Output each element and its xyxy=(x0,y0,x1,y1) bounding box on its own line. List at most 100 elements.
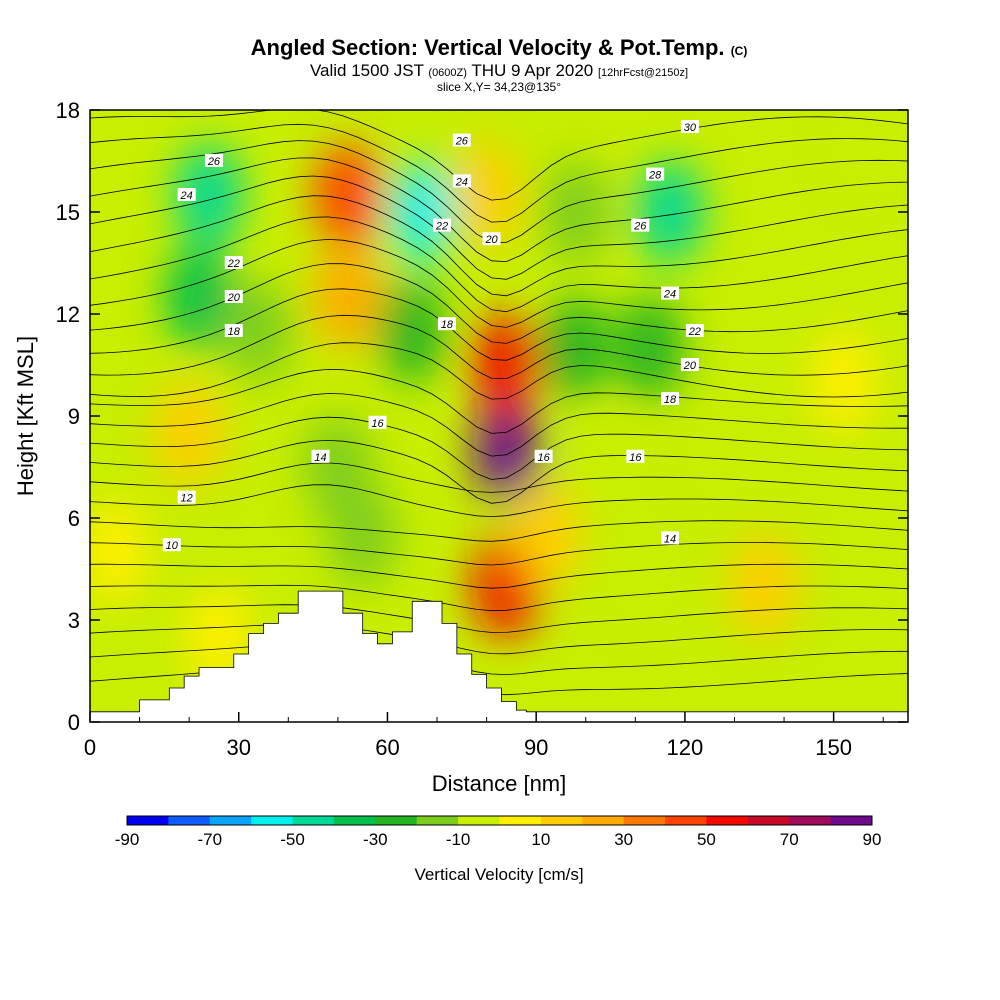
colorbar-swatch xyxy=(292,816,335,825)
colorbar-swatch xyxy=(251,816,294,825)
contour-label: 22 xyxy=(432,218,451,233)
x-tick-label: 60 xyxy=(375,735,399,760)
colorbar-swatch xyxy=(747,816,790,825)
x-tick-label: 30 xyxy=(226,735,250,760)
contour-label-text: 22 xyxy=(435,221,448,233)
contour-label-box xyxy=(311,449,330,463)
contour-label-text: 16 xyxy=(537,452,550,464)
colorbar-swatch xyxy=(830,816,873,825)
velocity-cell xyxy=(452,143,521,247)
contour-label-box xyxy=(224,256,243,269)
colorbar-tick-label: -90 xyxy=(115,830,140,849)
contour-label-text: 14 xyxy=(664,533,676,545)
colorbar-swatch xyxy=(706,816,749,825)
velocity-cell xyxy=(839,110,908,196)
contour-label-text: 26 xyxy=(455,136,469,148)
velocity-cell xyxy=(616,296,685,400)
velocity-cell xyxy=(224,279,293,383)
colorbar-tick-label: 30 xyxy=(614,830,633,849)
theta-contour-line xyxy=(90,623,908,655)
y-axis-label: Height [Kft MSL] xyxy=(13,336,38,496)
y-tick-label: 15 xyxy=(56,200,80,225)
velocity-cell xyxy=(809,330,878,434)
contour-label-text: 12 xyxy=(181,493,193,505)
theta-contour-line xyxy=(90,175,908,280)
contour-label-box xyxy=(368,415,387,429)
contour-label-box xyxy=(680,120,699,133)
y-tick-label: 9 xyxy=(68,404,80,429)
colorbar-tick-label: -30 xyxy=(363,830,388,849)
contour-label-box xyxy=(661,286,680,300)
contour-label-box xyxy=(685,324,704,337)
contour-label: 10 xyxy=(162,538,181,552)
velocity-cell xyxy=(388,160,457,264)
contour-label: 18 xyxy=(224,324,243,338)
colorbar-swatch xyxy=(209,816,252,825)
contour-label-text: 24 xyxy=(180,190,193,202)
colorbar-tick-label: 70 xyxy=(780,830,799,849)
theta-contour-line xyxy=(90,520,908,542)
contour-label-text: 28 xyxy=(648,170,662,182)
contour-label-box xyxy=(661,392,680,405)
theta-contour-line xyxy=(90,439,908,504)
y-axis: 0 3 6 9 12 15 18 xyxy=(56,98,908,735)
contour-label: 16 xyxy=(368,415,387,430)
velocity-cell xyxy=(541,160,610,264)
x-tick-label: 120 xyxy=(667,735,704,760)
contour-label: 16 xyxy=(534,449,553,464)
colorbar-tick-label: 90 xyxy=(863,830,882,849)
contour-label: 18 xyxy=(661,392,680,406)
contour-label: 22 xyxy=(224,256,243,270)
contour-label: 26 xyxy=(631,218,650,233)
velocity-field xyxy=(90,110,908,689)
velocity-cell xyxy=(174,143,243,247)
contour-label: 20 xyxy=(680,358,699,372)
contour-label-box xyxy=(452,133,471,147)
theta-contour-line xyxy=(90,584,908,612)
theta-contour-line xyxy=(90,643,908,676)
theta-contour-line xyxy=(90,110,908,201)
colorbar-swatch xyxy=(623,816,666,825)
contour-label: 24 xyxy=(661,286,680,301)
theta-contour-line xyxy=(90,563,908,589)
contour-label-box xyxy=(162,538,181,552)
contour-label-text: 24 xyxy=(663,289,676,301)
contour-label-box xyxy=(204,154,223,167)
velocity-cell xyxy=(313,245,382,349)
colorbar-tick-label: -70 xyxy=(197,830,222,849)
contour-label: 26 xyxy=(452,133,471,148)
contour-label-text: 22 xyxy=(227,258,240,270)
contour-label-box xyxy=(626,449,645,463)
velocity-cell xyxy=(472,313,541,417)
colorbar-swatch xyxy=(665,816,707,825)
theta-contour-line xyxy=(90,157,908,263)
chart-slice-info: slice X,Y= 34,23@135° xyxy=(436,80,562,94)
velocity-cell xyxy=(378,279,447,383)
contour-label: 20 xyxy=(224,290,243,304)
y-tick-label: 18 xyxy=(56,98,80,123)
theta-contour-line xyxy=(90,484,908,518)
contour-labels: 26 24 22 20 18 16 14 12 10 26 24 22 20 18 16 30 28 26 24 22… xyxy=(162,120,704,552)
theta-contour-line xyxy=(90,342,908,400)
colorbar: -90 -70 -50 -30 -10 10 30 50 70 90 xyxy=(115,815,882,849)
contour-label-text: 18 xyxy=(228,326,241,338)
contour-label: 14 xyxy=(661,531,680,545)
contour-label: 18 xyxy=(437,317,456,331)
contour-label-text: 18 xyxy=(441,319,454,331)
contour-label-box xyxy=(680,358,699,371)
contour-label-text: 22 xyxy=(688,326,701,338)
colorbar-swatch xyxy=(458,816,500,825)
contour-label-box xyxy=(432,218,451,232)
contour-label-text: 20 xyxy=(683,360,697,372)
colorbar-swatch xyxy=(333,816,376,825)
contour-label: 16 xyxy=(626,449,645,464)
y-tick-label: 6 xyxy=(68,506,80,531)
theta-contour-line xyxy=(90,123,908,223)
theta-contour-line xyxy=(90,462,908,493)
theta-contour-line xyxy=(90,195,908,297)
colorbar-swatch xyxy=(375,816,418,825)
theta-contours xyxy=(90,110,908,696)
y-tick-label: 0 xyxy=(68,710,80,735)
contour-label: 14 xyxy=(311,449,330,464)
contour-label-box xyxy=(452,174,471,188)
